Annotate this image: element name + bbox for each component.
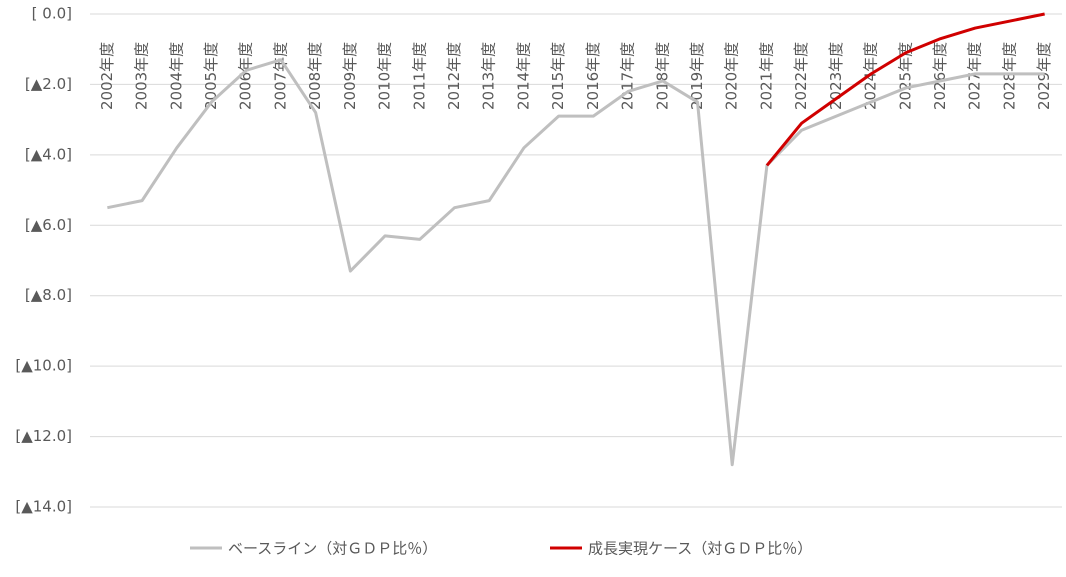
x-tick-label: 2028年度: [1000, 42, 1018, 110]
x-tick-label: 2019年度: [688, 42, 706, 110]
x-tick-label: 2026年度: [931, 42, 949, 110]
x-tick-label: 2013年度: [480, 42, 498, 110]
series-line: [107, 58, 1045, 467]
x-tick-label: 2017年度: [619, 42, 637, 110]
x-tick-label: 2011年度: [410, 42, 428, 110]
x-tick-label: 2027年度: [966, 42, 984, 110]
x-tick-label: 2016年度: [584, 42, 602, 110]
x-tick-label: 2020年度: [723, 42, 741, 110]
x-tick-label: 2007年度: [271, 42, 289, 110]
y-tick-label: [▲2.0]: [25, 75, 72, 93]
x-tick-label: 2018年度: [653, 42, 671, 110]
x-tick-label: 2004年度: [167, 42, 185, 110]
x-tick-label: 2014年度: [514, 42, 532, 110]
series-line: [765, 12, 1045, 167]
x-tick-label: 2009年度: [341, 42, 359, 110]
x-tick-label: 2002年度: [98, 42, 116, 110]
y-tick-label: [▲10.0]: [15, 357, 72, 375]
x-tick-label: 2022年度: [792, 42, 810, 110]
y-tick-label: [▲14.0]: [15, 498, 72, 516]
x-tick-label: 2015年度: [549, 42, 567, 110]
x-tick-label: 2025年度: [896, 42, 914, 110]
x-tick-label: 2005年度: [202, 42, 220, 110]
y-tick-label: [ 0.0]: [32, 5, 72, 23]
x-tick-label: 2008年度: [306, 42, 324, 110]
x-tick-label: 2023年度: [827, 42, 845, 110]
x-tick-label: 2003年度: [133, 42, 151, 110]
y-tick-label: [▲12.0]: [15, 427, 72, 445]
y-tick-label: [▲8.0]: [25, 286, 72, 304]
x-tick-label: 2021年度: [757, 42, 775, 110]
y-tick-label: [▲4.0]: [25, 145, 72, 163]
legend-label: 成長実現ケース（対ＧＤＰ比％）: [588, 540, 812, 558]
x-tick-label: 2006年度: [237, 42, 255, 110]
x-tick-label: 2029年度: [1035, 42, 1053, 110]
y-tick-label: [▲6.0]: [25, 216, 72, 234]
x-tick-label: 2012年度: [445, 42, 463, 110]
legend-label: ベースライン（対ＧＤＰ比％）: [228, 540, 437, 558]
x-tick-label: 2010年度: [376, 42, 394, 110]
